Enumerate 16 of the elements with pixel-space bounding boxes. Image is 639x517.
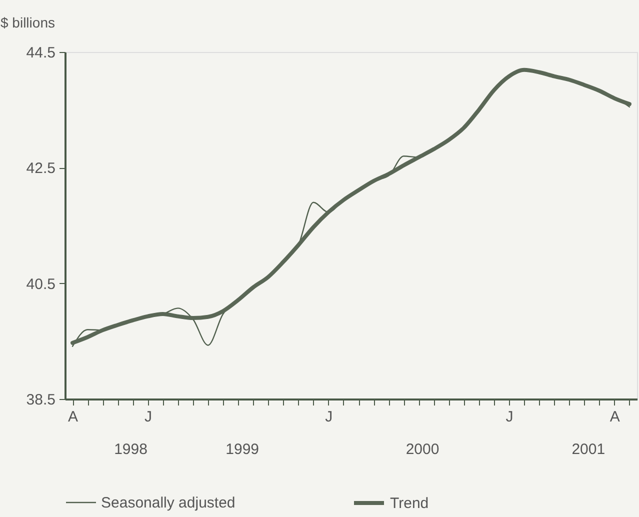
x-tick-label: A [610, 408, 620, 426]
y-axis-title: $ billions [0, 14, 55, 30]
y-tick-label: 40.5 [26, 276, 56, 293]
x-tick-label: A [68, 408, 78, 426]
legend-label: Trend [390, 495, 429, 512]
x-tick-label: J [325, 408, 333, 426]
y-tick-label: 44.5 [26, 44, 56, 62]
text: 1998 [114, 441, 148, 458]
x-tick-label: J [506, 408, 514, 426]
y-tick-label: 38.5 [26, 392, 56, 408]
x-tick-label: J [144, 408, 152, 426]
legend-label: Seasonally adjusted [101, 494, 236, 512]
y-tick-label: 42.5 [26, 160, 56, 178]
text: 2000 [406, 441, 440, 458]
text: 1999 [226, 441, 260, 458]
text: 2001 [572, 441, 606, 458]
